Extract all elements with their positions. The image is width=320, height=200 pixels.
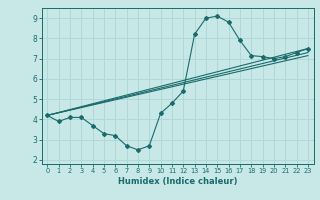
X-axis label: Humidex (Indice chaleur): Humidex (Indice chaleur) xyxy=(118,177,237,186)
